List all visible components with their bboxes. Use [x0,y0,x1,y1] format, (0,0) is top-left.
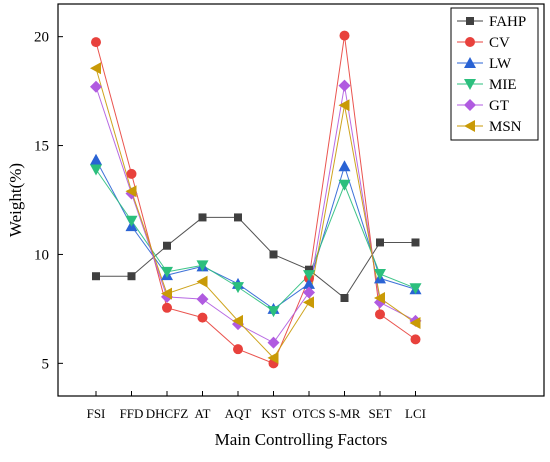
data-point-gt [338,79,351,92]
legend-item-msn: MSN [457,119,522,135]
series-points-lw [90,153,422,314]
data-point-msn [90,62,101,75]
y-tick-label: 15 [34,139,49,155]
y-tick-label: 20 [34,30,49,46]
y-tick-label: 5 [42,356,50,372]
data-point-fahp [127,272,136,281]
legend-marker-cv [465,37,475,47]
data-point-gt [303,286,315,299]
x-tick-label: KST [261,406,286,421]
data-point-fahp [198,213,207,222]
data-point-lw [90,153,102,165]
data-point-msn [409,317,421,330]
legend: FAHP CV LW MIE GT MSN [450,7,539,141]
data-point-mie [374,269,386,281]
series-line-lw [95,159,416,310]
x-tick-label: OTCS [292,406,325,421]
legend-marker-msn [464,120,475,132]
data-point-msn [374,292,385,304]
x-tick-label: AQT [225,406,252,421]
data-point-cv [233,344,243,355]
x-tick-label: FFD [120,406,144,421]
data-point-msn [125,185,137,198]
data-point-fahp [305,265,313,274]
data-point-mie [196,260,209,272]
series-points-msn [90,62,421,364]
series-line-msn [95,68,416,359]
legend-label-msn: MSN [489,119,522,135]
x-tick-label: AT [195,406,211,421]
data-point-gt [196,293,209,306]
data-point-msn [267,351,279,364]
data-point-cv [126,168,137,179]
data-point-cv [162,302,172,313]
data-point-msn [232,314,243,327]
data-point-msn [161,287,172,300]
legend-item-mie: MIE [457,77,517,93]
series-lines [95,35,416,364]
plot-frame [57,3,545,397]
legend-label-fahp: FAHP [489,14,526,30]
x-tick-label: DHCFZ [146,406,189,421]
data-point-gt [267,336,280,349]
legend-marker-mie [464,79,476,90]
y-axis: 5 10 15 20 [34,30,63,372]
data-point-fahp [163,241,171,250]
legend-box [450,7,539,141]
x-axis: FSI FFD DHCFZ AT AQT KST OTCS S-MR SET LCI [87,391,426,421]
legend-label-mie: MIE [489,77,517,93]
data-point-cv [91,37,101,48]
series-line-gt [95,85,416,344]
x-tick-label: LCI [405,406,426,421]
data-point-mie [161,266,173,278]
y-axis-label: Weight(%) [6,163,25,237]
data-point-cv [410,334,421,345]
legend-marker-gt [464,99,476,111]
data-point-msn [338,99,350,112]
data-point-lw [303,277,315,289]
data-point-fahp [269,250,278,259]
series-markers [90,30,422,369]
data-point-fahp [340,294,349,302]
data-point-msn [303,296,314,309]
data-point-msn [196,275,208,288]
series-points-fahp [92,213,420,302]
data-point-fahp [411,238,420,247]
series-points-cv [91,30,421,369]
y-tick-label: 10 [34,247,49,263]
series-points-mie [90,164,422,318]
legend-label-lw: LW [489,56,512,72]
legend-label-gt: GT [489,98,509,114]
x-tick-label: SET [368,406,391,421]
legend-marker-fahp [466,17,474,25]
data-point-cv [375,309,385,320]
x-tick-label: S-MR [329,406,361,421]
data-point-mie [338,179,351,191]
data-point-cv [197,312,208,323]
legend-label-cv: CV [489,35,510,51]
data-point-gt [90,80,102,93]
series-line-cv [95,35,416,364]
data-point-lw [338,160,351,172]
data-point-mie [232,282,244,294]
data-point-fahp [376,238,384,247]
legend-item-cv: CV [457,35,510,51]
data-point-mie [267,306,280,318]
x-tick-label: FSI [87,406,106,421]
legend-item-lw: LW [457,56,512,72]
data-point-mie [409,283,422,295]
data-point-mie [90,164,102,176]
legend-marker-lw [464,57,476,68]
legend-item-fahp: FAHP [457,14,526,30]
series-line-fahp [96,216,416,299]
legend-item-gt: GT [457,98,509,114]
data-point-cv [339,30,350,41]
data-point-fahp [92,272,100,281]
data-point-mie [303,270,315,282]
data-point-mie [125,215,138,227]
x-axis-label: Main Controlling Factors [215,430,388,449]
data-point-fahp [234,213,242,222]
